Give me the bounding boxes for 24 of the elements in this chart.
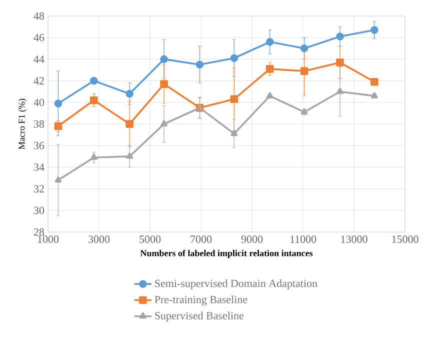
y-tick-label: 34 — [34, 164, 44, 171]
legend-label: Semi-supervised Domain Adaptation — [155, 279, 318, 290]
y-tick-label: 32 — [34, 185, 44, 192]
y-axis-title: Macro F1 (%) — [18, 98, 27, 150]
x-tick-label: 11000 — [290, 236, 316, 243]
y-tick-label: 40 — [34, 98, 44, 106]
y-tick-label: 38 — [34, 120, 44, 128]
y-tick-label: 46 — [34, 34, 44, 42]
y-tick-label: 30 — [34, 206, 44, 214]
y-tick-label: 44 — [34, 56, 44, 63]
x-tick-label: 3000 — [88, 236, 110, 243]
x-axis-title: Numbers of labeled implicit relation intances — [140, 250, 313, 258]
x-tick-label: 13000 — [341, 236, 368, 243]
legend-label: Supervised Baseline — [155, 312, 244, 322]
y-tick-label: 48 — [34, 12, 44, 20]
y-tick-label: 42 — [34, 77, 44, 84]
x-tick-label: 15000 — [392, 236, 418, 243]
x-tick-label: 9000 — [241, 236, 263, 243]
y-tick-label: 28 — [34, 228, 44, 236]
x-tick-label: 1000 — [38, 236, 59, 243]
x-tick-label: 5000 — [140, 236, 161, 243]
y-tick-label: 36 — [34, 142, 44, 150]
legend-label: Pre-training Baseline — [154, 296, 248, 306]
x-tick-label: 7000 — [190, 236, 212, 243]
